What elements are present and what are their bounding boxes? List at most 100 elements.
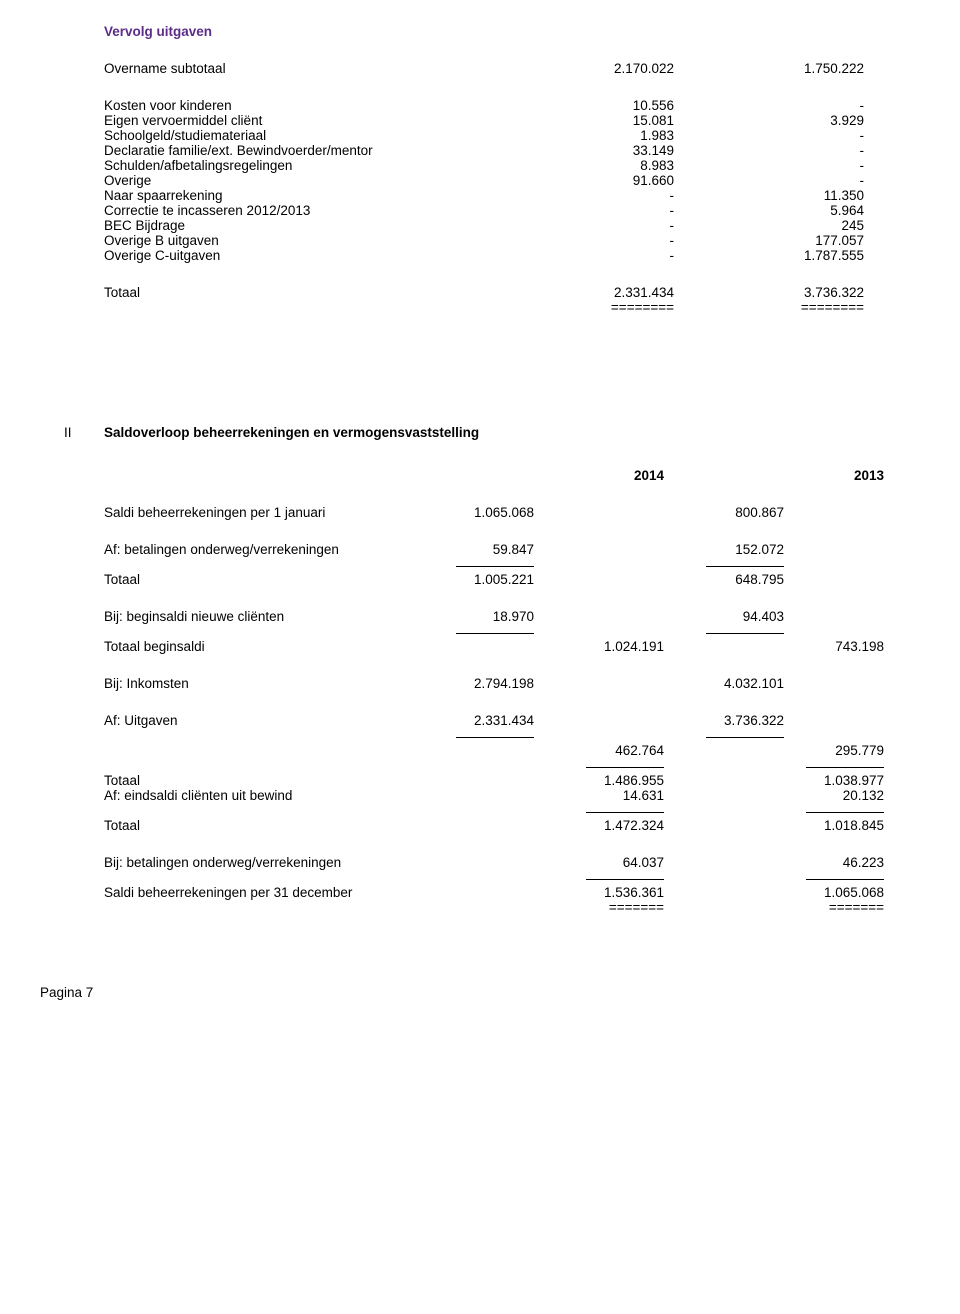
af-betal-c1: 59.847 (414, 542, 534, 557)
row-c2: 245 (674, 218, 864, 233)
bij-begin-c1: 18.970 (414, 609, 534, 624)
row-label: Eigen vervoermiddel cliënt (104, 113, 484, 128)
tot1-c3: 648.795 (664, 572, 784, 587)
table-row: Kosten voor kinderen10.556- (104, 98, 888, 113)
underline (706, 564, 784, 567)
underline (586, 877, 664, 880)
row-label: Kosten voor kinderen (104, 98, 484, 113)
af-uitg-label: Af: Uitgaven (104, 713, 414, 728)
underline (806, 877, 884, 880)
table-row: Overige91.660- (104, 173, 888, 188)
row-c1: - (484, 248, 674, 263)
af-eind-label: Af: eindsaldi cliënten uit bewind (104, 788, 414, 803)
tot-begin-label: Totaal beginsaldi (104, 639, 414, 654)
underline (806, 765, 884, 768)
table-row: Correctie te incasseren 2012/2013-5.964 (104, 203, 888, 218)
row-c2: 3.929 (674, 113, 864, 128)
row-label: Schulden/afbetalingsregelingen (104, 158, 484, 173)
row-c2: 11.350 (674, 188, 864, 203)
bij-betal2-c4: 46.223 (784, 855, 884, 870)
row-label: Overige B uitgaven (104, 233, 484, 248)
year-2013: 2013 (784, 468, 884, 483)
row-c2: 5.964 (674, 203, 864, 218)
row-label: Naar spaarrekening (104, 188, 484, 203)
row-c1: - (484, 188, 674, 203)
tot3-c4: 1.018.845 (784, 818, 884, 833)
s2-eq2: ======= (784, 900, 884, 915)
table-row: Schulden/afbetalingsregelingen8.983- (104, 158, 888, 173)
af-betal-label: Af: betalingen onderweg/verrekeningen (104, 542, 414, 557)
bij-betal2-c2: 64.037 (534, 855, 664, 870)
overname-label: Overname subtotaal (104, 61, 484, 76)
s1-total-label: Totaal (104, 285, 484, 300)
row-c1: - (484, 203, 674, 218)
row-c2: - (674, 128, 864, 143)
row-label: Declaratie familie/ext. Bewindvoerder/me… (104, 143, 484, 158)
underline (706, 735, 784, 738)
net-c4: 295.779 (784, 743, 884, 758)
saldi-jan-c1: 1.065.068 (414, 505, 534, 520)
table-row: BEC Bijdrage-245 (104, 218, 888, 233)
table-row: Declaratie familie/ext. Bewindvoerder/me… (104, 143, 888, 158)
tot2-label: Totaal (104, 773, 414, 788)
row-c1: - (484, 218, 674, 233)
row-label: BEC Bijdrage (104, 218, 484, 233)
bij-ink-c3: 4.032.101 (664, 676, 784, 691)
af-uitg-c1: 2.331.434 (414, 713, 534, 728)
net-c2: 462.764 (534, 743, 664, 758)
section2-title: Saldoverloop beheerrekeningen en vermoge… (104, 425, 479, 440)
table-row: Overige B uitgaven-177.057 (104, 233, 888, 248)
row-label: Schoolgeld/studiemateriaal (104, 128, 484, 143)
row-label: Correctie te incasseren 2012/2013 (104, 203, 484, 218)
table-row: Naar spaarrekening-11.350 (104, 188, 888, 203)
af-eind-c4: 20.132 (784, 788, 884, 803)
tot3-label: Totaal (104, 818, 414, 833)
row-c2: - (674, 143, 864, 158)
table-row: Eigen vervoermiddel cliënt15.0813.929 (104, 113, 888, 128)
tot2-c2: 1.486.955 (534, 773, 664, 788)
underline (586, 765, 664, 768)
row-c1: 33.149 (484, 143, 674, 158)
overname-c1: 2.170.022 (484, 61, 674, 76)
saldi-jan-label: Saldi beheerrekeningen per 1 januari (104, 505, 414, 520)
row-c2: 177.057 (674, 233, 864, 248)
row-c2: - (674, 158, 864, 173)
bij-ink-label: Bij: Inkomsten (104, 676, 414, 691)
underline (706, 631, 784, 634)
saldi-jan-c3: 800.867 (664, 505, 784, 520)
row-c1: 91.660 (484, 173, 674, 188)
bij-begin-label: Bij: beginsaldi nieuwe cliënten (104, 609, 414, 624)
underline (456, 631, 534, 634)
overname-c2: 1.750.222 (674, 61, 864, 76)
row-c1: 10.556 (484, 98, 674, 113)
af-uitg-c3: 3.736.322 (664, 713, 784, 728)
page-footer: Pagina 7 (40, 985, 888, 1000)
tot-begin-c2: 1.024.191 (534, 639, 664, 654)
row-c1: 1.983 (484, 128, 674, 143)
tot1-c1: 1.005.221 (414, 572, 534, 587)
underline (586, 810, 664, 813)
s1-eq1: ======== (484, 300, 674, 315)
s1-eq2: ======== (674, 300, 864, 315)
s1-total-c2: 3.736.322 (674, 285, 864, 300)
year-2014: 2014 (534, 468, 664, 483)
af-eind-c2: 14.631 (534, 788, 664, 803)
tot2-c4: 1.038.977 (784, 773, 884, 788)
tot-begin-c4: 743.198 (784, 639, 884, 654)
s1-total-c1: 2.331.434 (484, 285, 674, 300)
tot3-c2: 1.472.324 (534, 818, 664, 833)
row-c1: 15.081 (484, 113, 674, 128)
saldi-dec-label: Saldi beheerrekeningen per 31 december (104, 885, 414, 900)
underline (806, 810, 884, 813)
af-betal-c3: 152.072 (664, 542, 784, 557)
saldi-dec-c2: 1.536.361 (534, 885, 664, 900)
row-c2: - (674, 98, 864, 113)
bij-begin-c3: 94.403 (664, 609, 784, 624)
table-row: Overige C-uitgaven-1.787.555 (104, 248, 888, 263)
s2-eq1: ======= (534, 900, 664, 915)
row-c1: 8.983 (484, 158, 674, 173)
section1-title: Vervolg uitgaven (104, 24, 888, 39)
table-row: Schoolgeld/studiemateriaal1.983- (104, 128, 888, 143)
tot1-label: Totaal (104, 572, 414, 587)
row-c2: - (674, 173, 864, 188)
